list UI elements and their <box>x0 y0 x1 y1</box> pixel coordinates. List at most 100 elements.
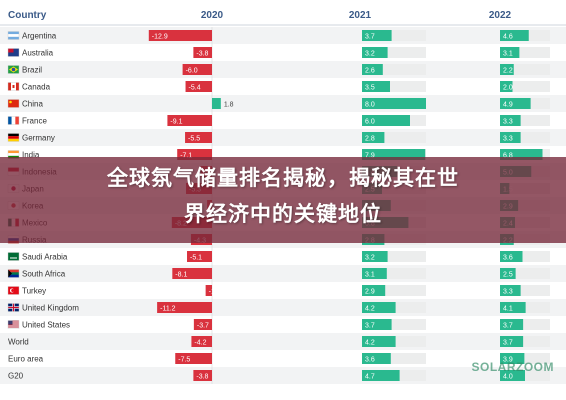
row-background <box>0 265 566 282</box>
bar-2020 <box>172 268 212 279</box>
bar-2021 <box>362 47 388 58</box>
data-label-2021: 3.7 <box>365 34 375 41</box>
category-label: Brazil <box>22 66 42 75</box>
data-label-2021: 2.6 <box>365 68 375 75</box>
bar-2021 <box>362 268 387 279</box>
bar-track-2021 <box>362 353 426 364</box>
data-label-2022: 6.8 <box>503 153 513 160</box>
data-label-2020: -1.3 <box>209 289 221 296</box>
bar-2020 <box>185 132 212 143</box>
bar-2021 <box>362 132 385 143</box>
category-label: United Kingdom <box>22 304 79 313</box>
bar-2020 <box>205 285 212 296</box>
data-label-2021: 3.6 <box>365 357 375 364</box>
data-label-2022: 4.9 <box>503 102 513 109</box>
bar-track-2021 <box>362 132 426 143</box>
data-label-2022: 3.3 <box>503 289 513 296</box>
bar-2022 <box>500 319 524 330</box>
year-2022-header: 2022 <box>489 10 512 21</box>
data-label-2022: 4.6 <box>503 34 513 41</box>
bar-2021 <box>362 98 426 109</box>
bar-2021 <box>362 319 392 330</box>
data-label-2021: 4.2 <box>365 306 375 313</box>
bar-2022 <box>500 115 521 126</box>
category-label: Australia <box>22 49 54 58</box>
row-background <box>0 333 566 350</box>
bar-2020 <box>157 302 212 313</box>
bar-2021 <box>362 285 386 296</box>
title-overlay-band <box>0 157 566 243</box>
bar-2020 <box>193 370 212 381</box>
bar-track-2021 <box>362 268 426 279</box>
category-label: Canada <box>22 83 51 92</box>
bar-2021 <box>362 251 388 262</box>
data-label-2021: 2.8 <box>365 136 375 143</box>
data-label-2021: 3.5 <box>365 85 375 92</box>
united-states-flag-icon <box>7 320 20 329</box>
data-label-2022: 2.2 <box>503 68 513 75</box>
germany-flag-icon <box>7 133 20 142</box>
data-label-2022: 3.1 <box>503 51 513 58</box>
bar-2022 <box>500 98 531 109</box>
data-label-2021: 3.7 <box>365 323 375 330</box>
data-label-2021: 2.9 <box>365 289 375 296</box>
data-label-2020: -7.1 <box>180 153 192 160</box>
bar-2020 <box>212 98 221 109</box>
category-label: France <box>22 117 47 126</box>
bar-2022 <box>500 149 543 160</box>
data-label-2021: 8.0 <box>365 102 375 109</box>
data-label-2022: 3.6 <box>503 255 513 262</box>
bar-2020 <box>185 81 212 92</box>
data-label-2020: -5.5 <box>188 136 200 143</box>
year-2021-header: 2021 <box>349 10 372 21</box>
category-label: Turkey <box>22 287 46 296</box>
data-label-2020: -9.1 <box>170 119 182 126</box>
bar-2021 <box>362 353 391 364</box>
australia-flag-icon <box>7 48 20 57</box>
row-background <box>0 129 566 146</box>
bar-2020 <box>193 319 212 330</box>
data-label-2020: -5.1 <box>190 255 202 262</box>
bar-2022 <box>500 47 520 58</box>
bar-track-2022 <box>500 115 550 126</box>
bar-2022 <box>500 370 525 381</box>
bar-2022 <box>500 64 514 75</box>
turkey-flag-icon <box>7 286 20 295</box>
bar-2021 <box>362 149 426 160</box>
data-label-2022: 3.3 <box>503 136 513 143</box>
data-label-2020: 1.8 <box>224 102 234 109</box>
bar-track-2021 <box>362 81 426 92</box>
bar-2022 <box>500 132 521 143</box>
data-label-2022: 3.7 <box>503 340 513 347</box>
bar-2021 <box>362 370 400 381</box>
row-background <box>0 27 566 44</box>
category-label: India <box>22 151 40 160</box>
overlay-title-line-1: 全球氛气储量排名揭秘，揭秘其在世 <box>107 166 459 190</box>
bar-2021 <box>362 336 396 347</box>
argentina-flag-icon <box>7 31 20 40</box>
bar-track-2022 <box>500 64 550 75</box>
bar-2022 <box>500 268 516 279</box>
bar-track-2021 <box>362 319 426 330</box>
data-label-2020: -12.9 <box>152 34 168 41</box>
bar-2021 <box>362 302 396 313</box>
category-label: G20 <box>8 372 24 381</box>
bar-track-2022 <box>500 47 550 58</box>
category-label: World <box>8 338 29 347</box>
row-background <box>0 61 566 78</box>
bar-track-2021 <box>362 64 426 75</box>
canada-flag-icon <box>7 82 20 91</box>
data-label-2021: 6.0 <box>365 119 375 126</box>
south-africa-flag-icon <box>7 269 20 278</box>
data-label-2022: 3.7 <box>503 323 513 330</box>
bar-2022 <box>500 81 513 92</box>
bar-2020 <box>148 30 212 41</box>
category-label: Saudi Arabia <box>22 253 68 262</box>
bar-track-2022 <box>500 81 550 92</box>
bar-2020 <box>191 336 212 347</box>
bar-track-2022 <box>500 251 550 262</box>
bar-2022 <box>500 353 525 364</box>
bar-track-2021 <box>362 285 426 296</box>
data-label-2020: -6.0 <box>186 68 198 75</box>
data-label-2021: 3.1 <box>365 272 375 279</box>
